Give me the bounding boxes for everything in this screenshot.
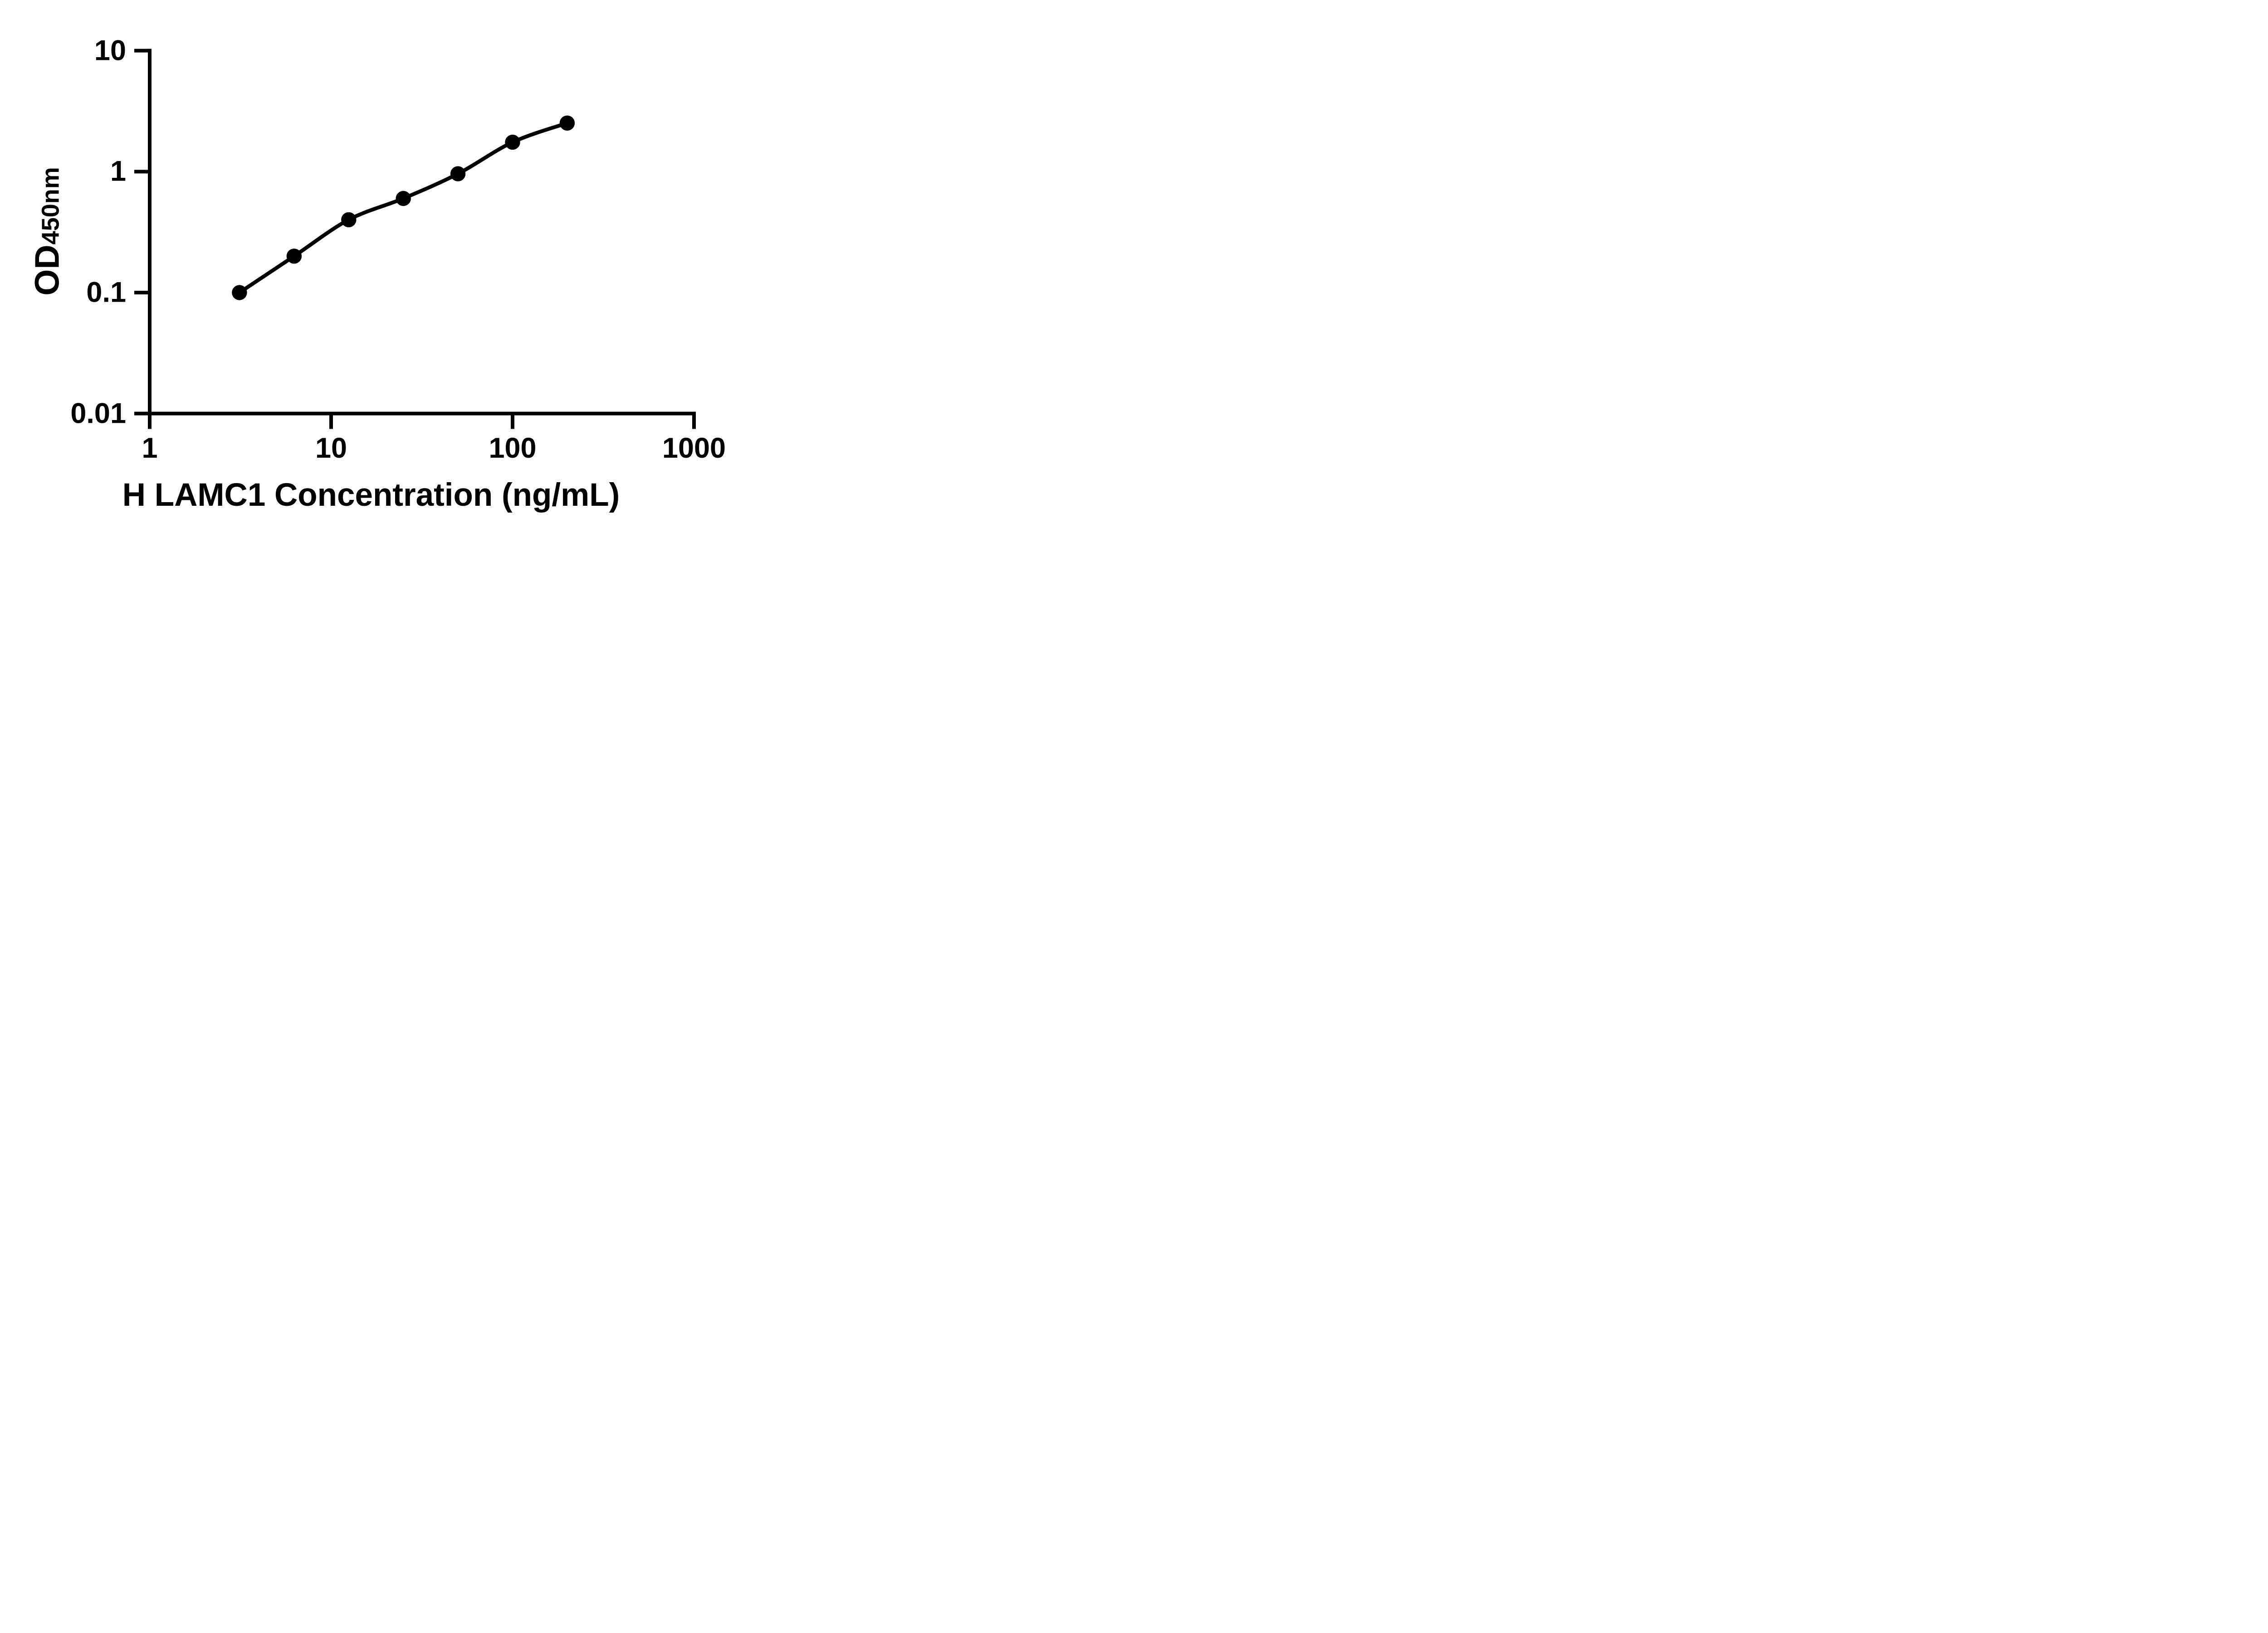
x-tick-label: 100 [489,432,537,464]
data-point-marker [505,134,520,150]
y-tick-label: 0.01 [70,397,126,430]
y-axis-title: OD450nm [28,167,66,296]
curve-line [237,121,569,295]
standard-curve-chart [134,49,696,429]
data-point-marker [450,166,466,181]
y-tick-label: 1 [110,155,126,187]
y-tick-label: 0.1 [86,276,126,308]
x-tick-label: 10 [315,432,347,464]
standard-curve-figure: 10 1 0.1 0.01 1 10 100 1000 OD450nm H LAMC1 Co… [0,0,777,544]
data-point-marker [559,115,575,131]
x-tick-label: 1 [142,432,158,464]
data-point-marker [341,212,357,228]
data-point-marker [286,249,302,264]
x-axis-title: H LAMC1 Concentration (ng/mL) [122,477,620,513]
y-tick-label: 10 [94,34,126,67]
y-axis-title-main: OD [28,244,66,296]
x-tick-label: 1000 [662,432,726,464]
data-point-marker [396,191,411,206]
y-axis-title-subscript: 450nm [37,167,64,245]
data-point-marker [232,285,247,300]
